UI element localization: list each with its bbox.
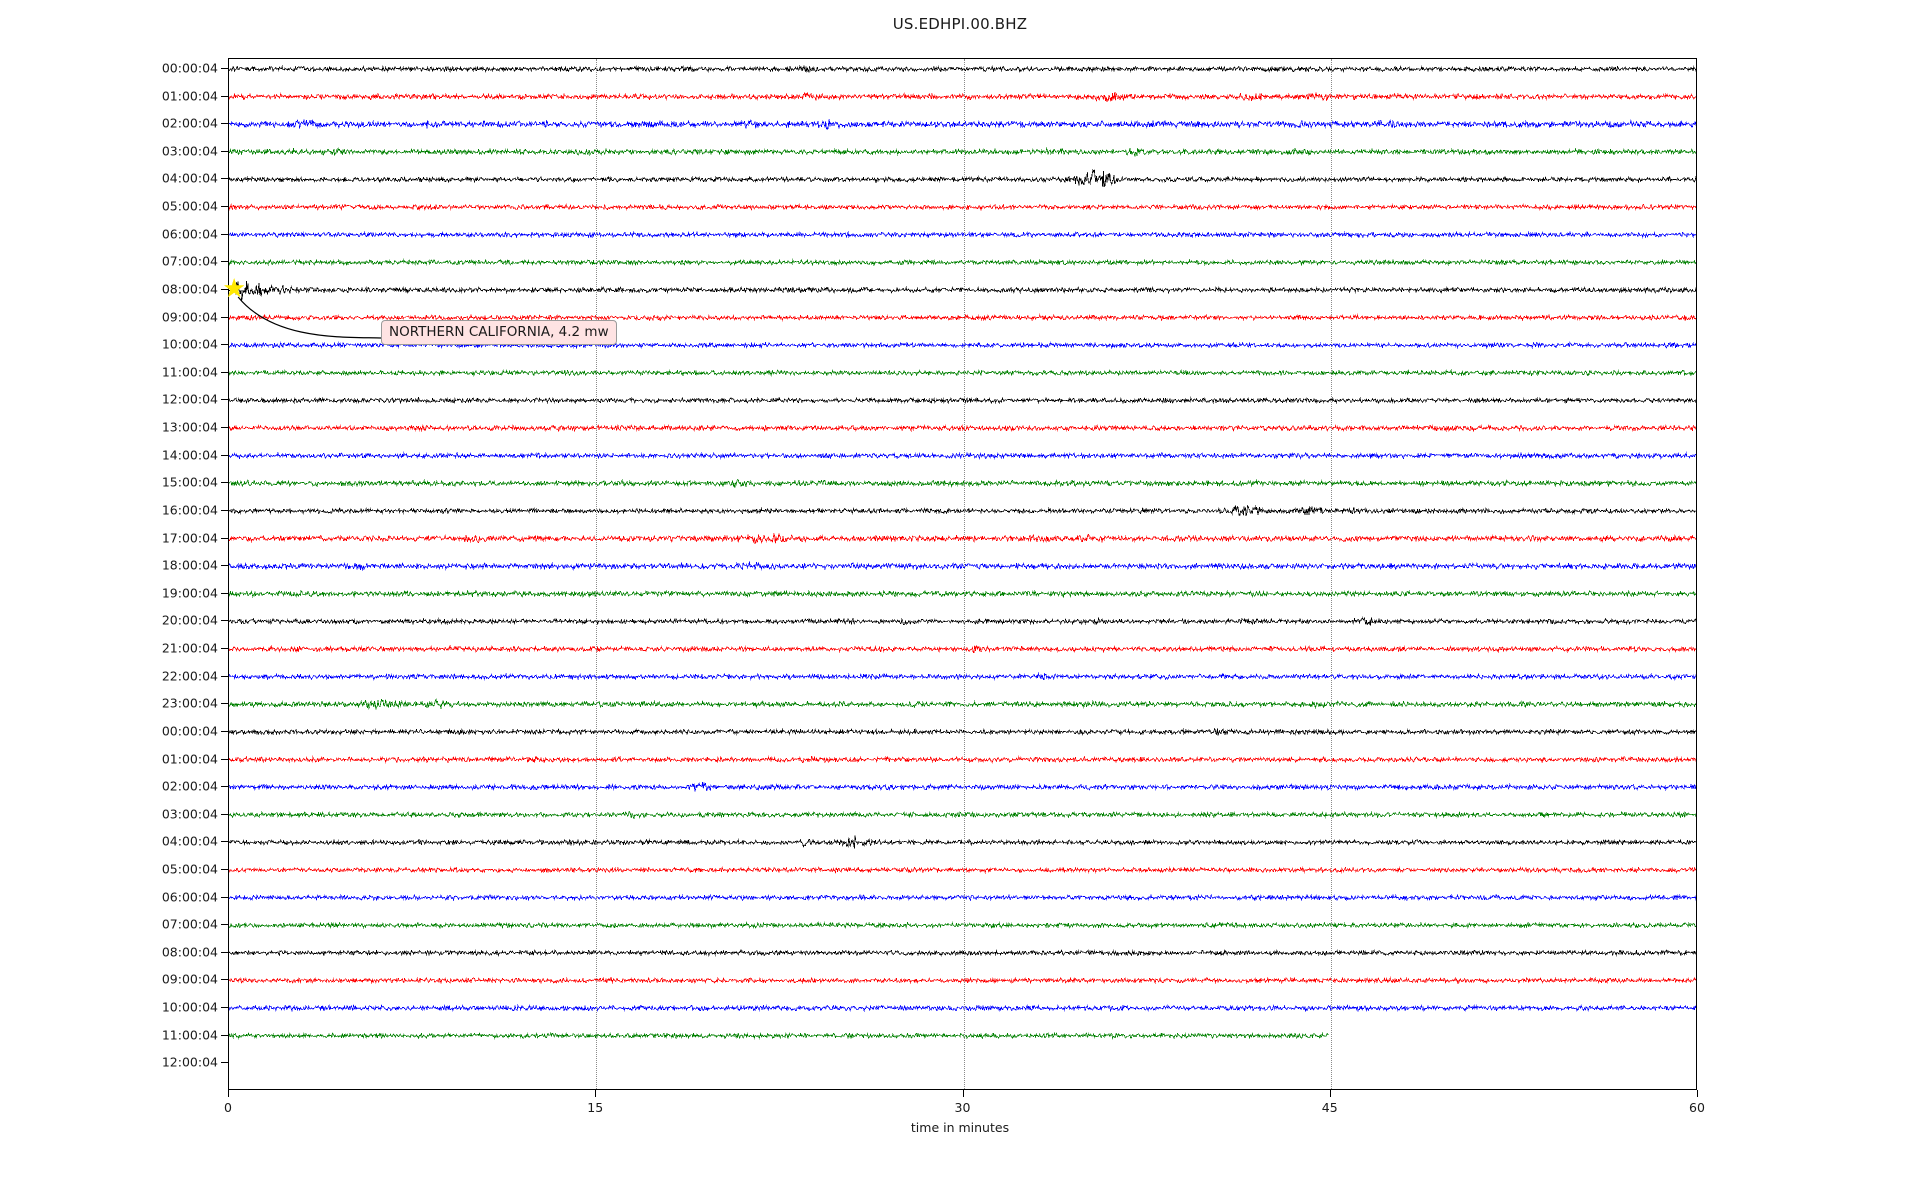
y-tick-label: 05:00:04	[161, 861, 218, 877]
y-tick-mark	[221, 344, 228, 346]
y-tick-mark	[221, 399, 228, 401]
y-tick-mark	[221, 454, 228, 456]
y-tick-mark	[221, 316, 228, 318]
y-tick-mark	[221, 841, 228, 843]
y-tick-mark	[221, 924, 228, 926]
x-tick-label: 15	[587, 1100, 604, 1115]
x-gridline	[963, 59, 965, 1089]
y-tick-mark	[221, 427, 228, 429]
x-tick-mark	[1329, 1090, 1331, 1097]
y-tick-mark	[221, 1062, 228, 1064]
y-tick-label: 04:00:04	[161, 170, 218, 186]
y-tick-mark	[221, 95, 228, 97]
y-tick-label: 10:00:04	[161, 336, 218, 352]
y-tick-label: 23:00:04	[161, 695, 218, 711]
y-tick-label: 06:00:04	[161, 226, 218, 242]
y-tick-mark	[221, 868, 228, 870]
y-tick-label: 08:00:04	[161, 281, 218, 297]
y-tick-label: 08:00:04	[161, 944, 218, 960]
y-tick-mark	[221, 703, 228, 705]
plot-area	[228, 58, 1697, 1090]
y-tick-mark	[221, 123, 228, 125]
y-tick-label: 11:00:04	[161, 364, 218, 380]
y-tick-label: 09:00:04	[161, 971, 218, 987]
x-gridline	[1330, 59, 1332, 1089]
y-tick-mark	[221, 758, 228, 760]
y-tick-mark	[221, 206, 228, 208]
y-tick-label: 01:00:04	[161, 751, 218, 766]
x-tick-mark	[962, 1090, 964, 1097]
y-tick-label: 09:00:04	[161, 309, 218, 325]
y-tick-mark	[221, 150, 228, 152]
y-tick-label: 01:00:04	[161, 88, 218, 104]
x-axis-title: time in minutes	[910, 1120, 1010, 1135]
y-tick-mark	[221, 565, 228, 567]
y-tick-label: 11:00:04	[161, 1027, 218, 1043]
y-tick-label: 17:00:04	[161, 530, 218, 546]
y-tick-label: 13:00:04	[161, 419, 218, 435]
y-tick-mark	[221, 261, 228, 263]
y-tick-label: 06:00:04	[161, 889, 218, 905]
x-tick-label: 45	[1321, 1100, 1338, 1115]
x-tick-label: 60	[1689, 1100, 1705, 1115]
y-tick-label: 20:00:04	[161, 612, 218, 628]
y-tick-label: 10:00:04	[161, 999, 218, 1015]
y-tick-label: 07:00:04	[161, 253, 218, 269]
y-tick-label: 18:00:04	[161, 557, 218, 573]
y-tick-label: 00:00:04	[161, 723, 218, 739]
x-tick-mark	[228, 1090, 229, 1097]
y-tick-label: 15:00:04	[161, 474, 218, 490]
y-tick-label: 22:00:04	[161, 668, 218, 684]
y-tick-mark	[221, 979, 228, 981]
x-tick-mark	[1697, 1090, 1698, 1097]
y-tick-mark	[221, 537, 228, 539]
y-tick-label: 16:00:04	[161, 502, 218, 518]
y-tick-label: 00:00:04	[161, 60, 218, 76]
y-tick-mark	[221, 1007, 228, 1009]
y-tick-mark	[221, 68, 228, 69]
y-tick-mark	[221, 813, 228, 815]
y-tick-mark	[221, 482, 228, 484]
y-tick-mark	[221, 233, 228, 235]
y-tick-mark	[221, 675, 228, 677]
y-tick-mark	[221, 1034, 228, 1036]
y-tick-mark	[221, 509, 228, 511]
y-tick-label: 21:00:04	[161, 640, 218, 656]
y-tick-mark	[221, 371, 228, 373]
y-tick-mark	[221, 951, 228, 953]
x-gridline	[596, 59, 598, 1089]
y-tick-label: 02:00:04	[161, 778, 218, 794]
waveform-trace	[229, 1031, 1329, 1040]
x-tick-label: 30	[954, 1100, 971, 1115]
event-annotation-label: NORTHERN CALIFORNIA, 4.2 mw	[381, 320, 617, 345]
y-tick-mark	[221, 178, 228, 180]
y-tick-label: 03:00:04	[161, 806, 218, 822]
y-tick-mark	[221, 288, 228, 290]
page-title: US.EDHPI.00.BHZ	[892, 15, 1028, 33]
y-tick-label: 07:00:04	[161, 916, 218, 932]
y-tick-label: 05:00:04	[161, 198, 218, 214]
y-tick-label: 19:00:04	[161, 585, 218, 601]
y-tick-mark	[221, 620, 228, 622]
y-tick-label: 03:00:04	[161, 143, 218, 159]
y-tick-mark	[221, 648, 228, 650]
y-tick-mark	[221, 896, 228, 898]
y-tick-mark	[221, 730, 228, 732]
y-tick-label: 04:00:04	[161, 833, 218, 849]
x-tick-label: 0	[224, 1100, 232, 1115]
y-tick-label: 12:00:04	[161, 391, 218, 407]
y-tick-label: 12:00:04	[161, 1054, 218, 1070]
y-tick-label: 14:00:04	[161, 447, 218, 463]
y-tick-mark	[221, 786, 228, 788]
y-tick-mark	[221, 592, 228, 594]
x-tick-mark	[595, 1090, 597, 1097]
y-tick-label: 02:00:04	[161, 115, 218, 131]
